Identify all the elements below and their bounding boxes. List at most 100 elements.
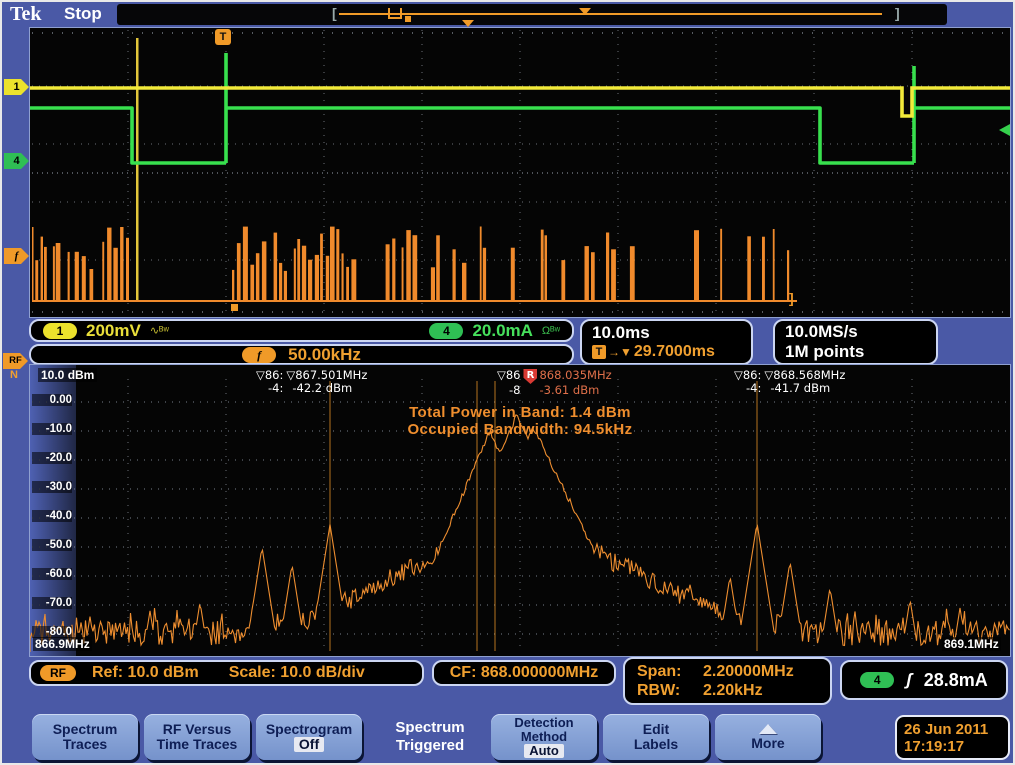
spectrum-ytick: -10.0 xyxy=(32,423,72,435)
rf-badge: RF xyxy=(40,665,76,681)
edit-labels-button[interactable]: Edit Labels xyxy=(603,714,709,760)
spectrum-ytick: -80.0 xyxy=(32,626,72,638)
zoom-window-icon xyxy=(388,8,402,19)
trigger-current-box: 4 ʃ 28.8mA xyxy=(840,660,1008,700)
ch4-badge: 4 xyxy=(429,322,464,339)
span-rbw-box: Span: 2.20000MHz RBW: 2.20kHz xyxy=(623,657,832,705)
button-label: Time Traces xyxy=(156,736,238,752)
button-label: Labels xyxy=(633,736,679,752)
spectrogram-button[interactable]: Spectrogram Off xyxy=(256,714,362,760)
button-label: Spectrum xyxy=(52,721,118,737)
marker-trunc-freq: ▽86 xyxy=(497,368,521,382)
marker-frequency: ▽868.568MHz xyxy=(764,368,846,382)
spectrum-ytick: -40.0 xyxy=(32,510,72,522)
rbw-label: RBW: xyxy=(637,681,681,699)
span-label: Span: xyxy=(637,662,682,680)
overview-bracket-right-icon: ] xyxy=(895,5,900,21)
detection-method-value: Auto xyxy=(524,744,564,758)
more-up-arrow-icon xyxy=(759,723,777,734)
spectrum-ytick: -60.0 xyxy=(32,568,72,580)
channel-readout-box: 1 200mV ∿ᴮʷ 4 20.0mA Ωᴮʷ xyxy=(29,319,574,342)
spectrum-ytick: 0.00 xyxy=(32,394,72,406)
ch1-scale-readout: 200mV xyxy=(86,320,141,340)
rf-ref-level-readout: Ref: 10.0 dBm xyxy=(92,664,199,681)
spectrum-traces-button[interactable]: Spectrum Traces xyxy=(32,714,138,760)
trigger-event-flag-icon: T xyxy=(215,29,231,45)
trigger-arrow-icon: →▼ xyxy=(608,345,632,359)
spectrum-start-freq-label: 866.9MHz xyxy=(33,637,92,651)
overview-record-line xyxy=(339,13,882,15)
button-label: Method xyxy=(520,729,568,744)
ch4-coupling-icons: Ωᴮʷ xyxy=(541,324,560,337)
center-frequency-readout: CF: 868.000000MHz xyxy=(449,664,599,681)
spectrum-plot xyxy=(30,379,1010,652)
ch4-trigger-badge: 4 xyxy=(860,672,895,688)
freq-scale-readout: 50.00kHz xyxy=(288,344,361,364)
spectrum-ytick: -70.0 xyxy=(32,597,72,609)
detection-method-button[interactable]: Detection Method Auto xyxy=(491,714,597,760)
spectrum-display: 10.0 dBm 0.00 -10.0 -20.0 -30.0 -40.0 -5… xyxy=(29,364,1011,657)
ch1-badge: 1 xyxy=(43,322,77,339)
ch1-coupling-icons: ∿ᴮʷ xyxy=(149,325,169,337)
spectrum-mode-label: Spectrum Triggered xyxy=(374,719,486,755)
trigger-position-readout: 29.7000ms xyxy=(633,343,715,360)
trigger-position-triangle-icon xyxy=(462,20,474,27)
rf-gate-bracket-icon: ] xyxy=(789,290,794,306)
trigger-icon: T xyxy=(592,345,606,359)
span-readout: 2.20000MHz xyxy=(703,662,794,680)
spectrum-ref-level-label: 10.0 dBm xyxy=(38,368,98,382)
rf-freq-trace-indicator: f xyxy=(4,248,29,264)
time-domain-plot xyxy=(30,30,1010,315)
button-label: RF Versus xyxy=(162,721,232,737)
time-domain-display xyxy=(29,27,1011,318)
peak-marker-reference: ▽86 R 868.035MHz -8 -3.61 dBm xyxy=(497,369,612,397)
mode-label-line: Triggered xyxy=(395,737,465,754)
marker-amplitude: -41.7 dBm xyxy=(770,381,831,395)
marker-trunc-amp: -4: xyxy=(746,381,762,395)
more-button[interactable]: More xyxy=(715,714,821,760)
date-readout: 26 Jun 2011 xyxy=(904,720,989,738)
spectrum-ytick: -30.0 xyxy=(32,481,72,493)
datetime-box: 26 Jun 2011 17:19:17 xyxy=(895,715,1010,760)
rf-trigger-mode-label: N xyxy=(10,369,18,381)
rf-ref-level-indicator: RF xyxy=(3,353,28,369)
marker-amplitude: -3.61 dBm xyxy=(539,383,600,397)
rf-versus-time-traces-button[interactable]: RF Versus Time Traces xyxy=(144,714,250,760)
record-length-readout: 1M points xyxy=(785,342,865,361)
marker-trunc-amp: -4: xyxy=(268,381,284,395)
tek-logo: Tek xyxy=(10,3,42,25)
sample-rate-readout: 10.0MS/s xyxy=(785,322,858,341)
button-label: Traces xyxy=(62,736,108,752)
trigger-point-square-icon xyxy=(405,16,411,22)
reference-marker-flag-icon: R xyxy=(523,369,538,384)
acquisition-status: Stop xyxy=(64,4,102,23)
overview-bracket-left-icon: [ xyxy=(332,5,337,21)
ch4-scale-readout: 20.0mA xyxy=(472,320,533,340)
sampling-box: 10.0MS/s 1M points xyxy=(773,319,938,365)
ch4-position-indicator: 4 xyxy=(4,153,29,169)
rf-ref-scale-box: RF Ref: 10.0 dBm Scale: 10.0 dB/div xyxy=(29,660,424,686)
marker-frequency: 868.035MHz xyxy=(539,368,612,382)
header-bar: Tek Stop [ ] xyxy=(2,2,1013,27)
timebase-box: 10.0ms T →▼ 29.7000ms xyxy=(580,319,753,365)
rf-vs-time-scale-box: f 50.00kHz xyxy=(29,344,574,365)
marker-amplitude: -42.2 dBm xyxy=(292,381,353,395)
marker-trunc-freq: ▽86: xyxy=(256,368,284,382)
time-readout: 17:19:17 xyxy=(904,737,965,755)
trigger-level-arrow-icon xyxy=(999,124,1010,136)
marker-trunc-freq: ▽86: xyxy=(734,368,762,382)
spectrogram-state-value: Off xyxy=(293,737,325,752)
button-label: Edit xyxy=(642,721,670,737)
marker-trunc-amp: -8 xyxy=(509,383,521,397)
marker-frequency: ▽867.501MHz xyxy=(286,368,368,382)
rf-trigger-square-icon xyxy=(231,304,238,311)
button-label: Spectrogram xyxy=(265,721,353,737)
peak-marker-right: ▽86: ▽868.568MHz -4: -41.7 dBm xyxy=(734,369,845,395)
peak-marker-left: ▽86: ▽867.501MHz -4: -42.2 dBm xyxy=(256,369,367,395)
occupied-bandwidth-annotation: Occupied Bandwidth: 94.5kHz xyxy=(407,421,633,438)
spectrum-ytick: -50.0 xyxy=(32,539,72,551)
ch1-position-indicator: 1 xyxy=(4,79,29,95)
record-position-triangle-icon xyxy=(579,8,591,15)
rf-scale-readout: Scale: 10.0 dB/div xyxy=(228,664,365,681)
record-overview-panel: [ ] xyxy=(117,4,947,25)
